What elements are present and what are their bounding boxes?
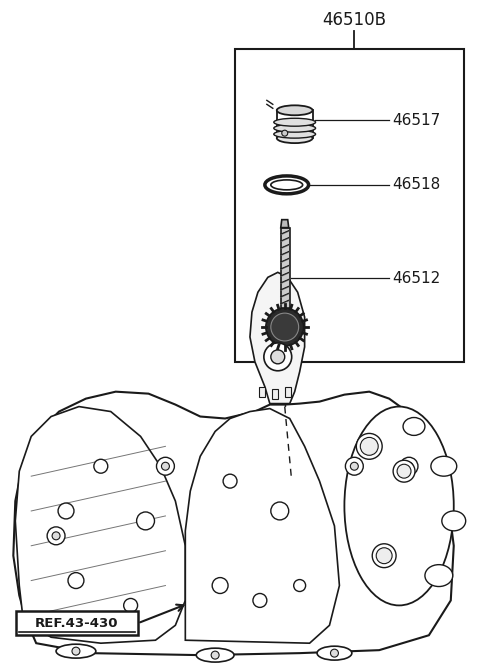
Circle shape xyxy=(253,594,267,608)
Bar xyxy=(272,389,278,399)
Bar xyxy=(235,49,464,362)
Circle shape xyxy=(356,434,382,460)
Circle shape xyxy=(271,502,288,520)
Circle shape xyxy=(282,130,288,136)
Circle shape xyxy=(271,350,285,364)
Circle shape xyxy=(94,460,108,473)
Bar xyxy=(281,227,290,308)
Bar xyxy=(285,387,291,397)
Circle shape xyxy=(68,572,84,588)
Text: 46517: 46517 xyxy=(392,113,440,128)
Circle shape xyxy=(393,460,415,482)
Circle shape xyxy=(400,458,418,475)
Ellipse shape xyxy=(425,565,453,586)
Circle shape xyxy=(376,548,392,564)
Text: 46510B: 46510B xyxy=(323,11,386,29)
Ellipse shape xyxy=(274,118,315,126)
Text: REF.43-430: REF.43-430 xyxy=(35,617,119,630)
Polygon shape xyxy=(185,409,339,643)
Ellipse shape xyxy=(317,646,352,660)
Circle shape xyxy=(72,647,80,655)
Circle shape xyxy=(397,464,411,478)
Text: 46512: 46512 xyxy=(392,271,440,286)
Ellipse shape xyxy=(274,124,315,132)
Polygon shape xyxy=(15,407,185,643)
Polygon shape xyxy=(250,272,305,404)
Circle shape xyxy=(124,598,138,612)
Ellipse shape xyxy=(271,180,302,190)
Circle shape xyxy=(223,474,237,488)
Ellipse shape xyxy=(431,456,457,476)
Bar xyxy=(16,612,138,635)
Circle shape xyxy=(346,458,363,475)
Circle shape xyxy=(52,532,60,540)
Ellipse shape xyxy=(277,105,312,115)
Polygon shape xyxy=(13,392,454,655)
Circle shape xyxy=(271,313,299,341)
Bar xyxy=(259,387,265,397)
Circle shape xyxy=(161,462,169,470)
Circle shape xyxy=(47,527,65,545)
Ellipse shape xyxy=(56,644,96,658)
Circle shape xyxy=(156,458,174,475)
Circle shape xyxy=(350,462,358,470)
Ellipse shape xyxy=(274,130,315,138)
Circle shape xyxy=(372,544,396,568)
Text: 46518: 46518 xyxy=(392,177,440,192)
Circle shape xyxy=(264,343,292,371)
Circle shape xyxy=(137,512,155,530)
Circle shape xyxy=(266,308,304,346)
Polygon shape xyxy=(281,219,288,227)
Circle shape xyxy=(360,438,378,456)
Circle shape xyxy=(330,649,338,657)
Circle shape xyxy=(405,462,413,470)
Ellipse shape xyxy=(196,648,234,662)
Ellipse shape xyxy=(403,418,425,436)
Circle shape xyxy=(211,651,219,659)
Circle shape xyxy=(294,580,306,592)
Circle shape xyxy=(212,578,228,594)
Circle shape xyxy=(58,503,74,519)
Ellipse shape xyxy=(265,176,309,194)
Ellipse shape xyxy=(442,511,466,531)
Ellipse shape xyxy=(277,133,312,143)
Ellipse shape xyxy=(344,407,454,606)
